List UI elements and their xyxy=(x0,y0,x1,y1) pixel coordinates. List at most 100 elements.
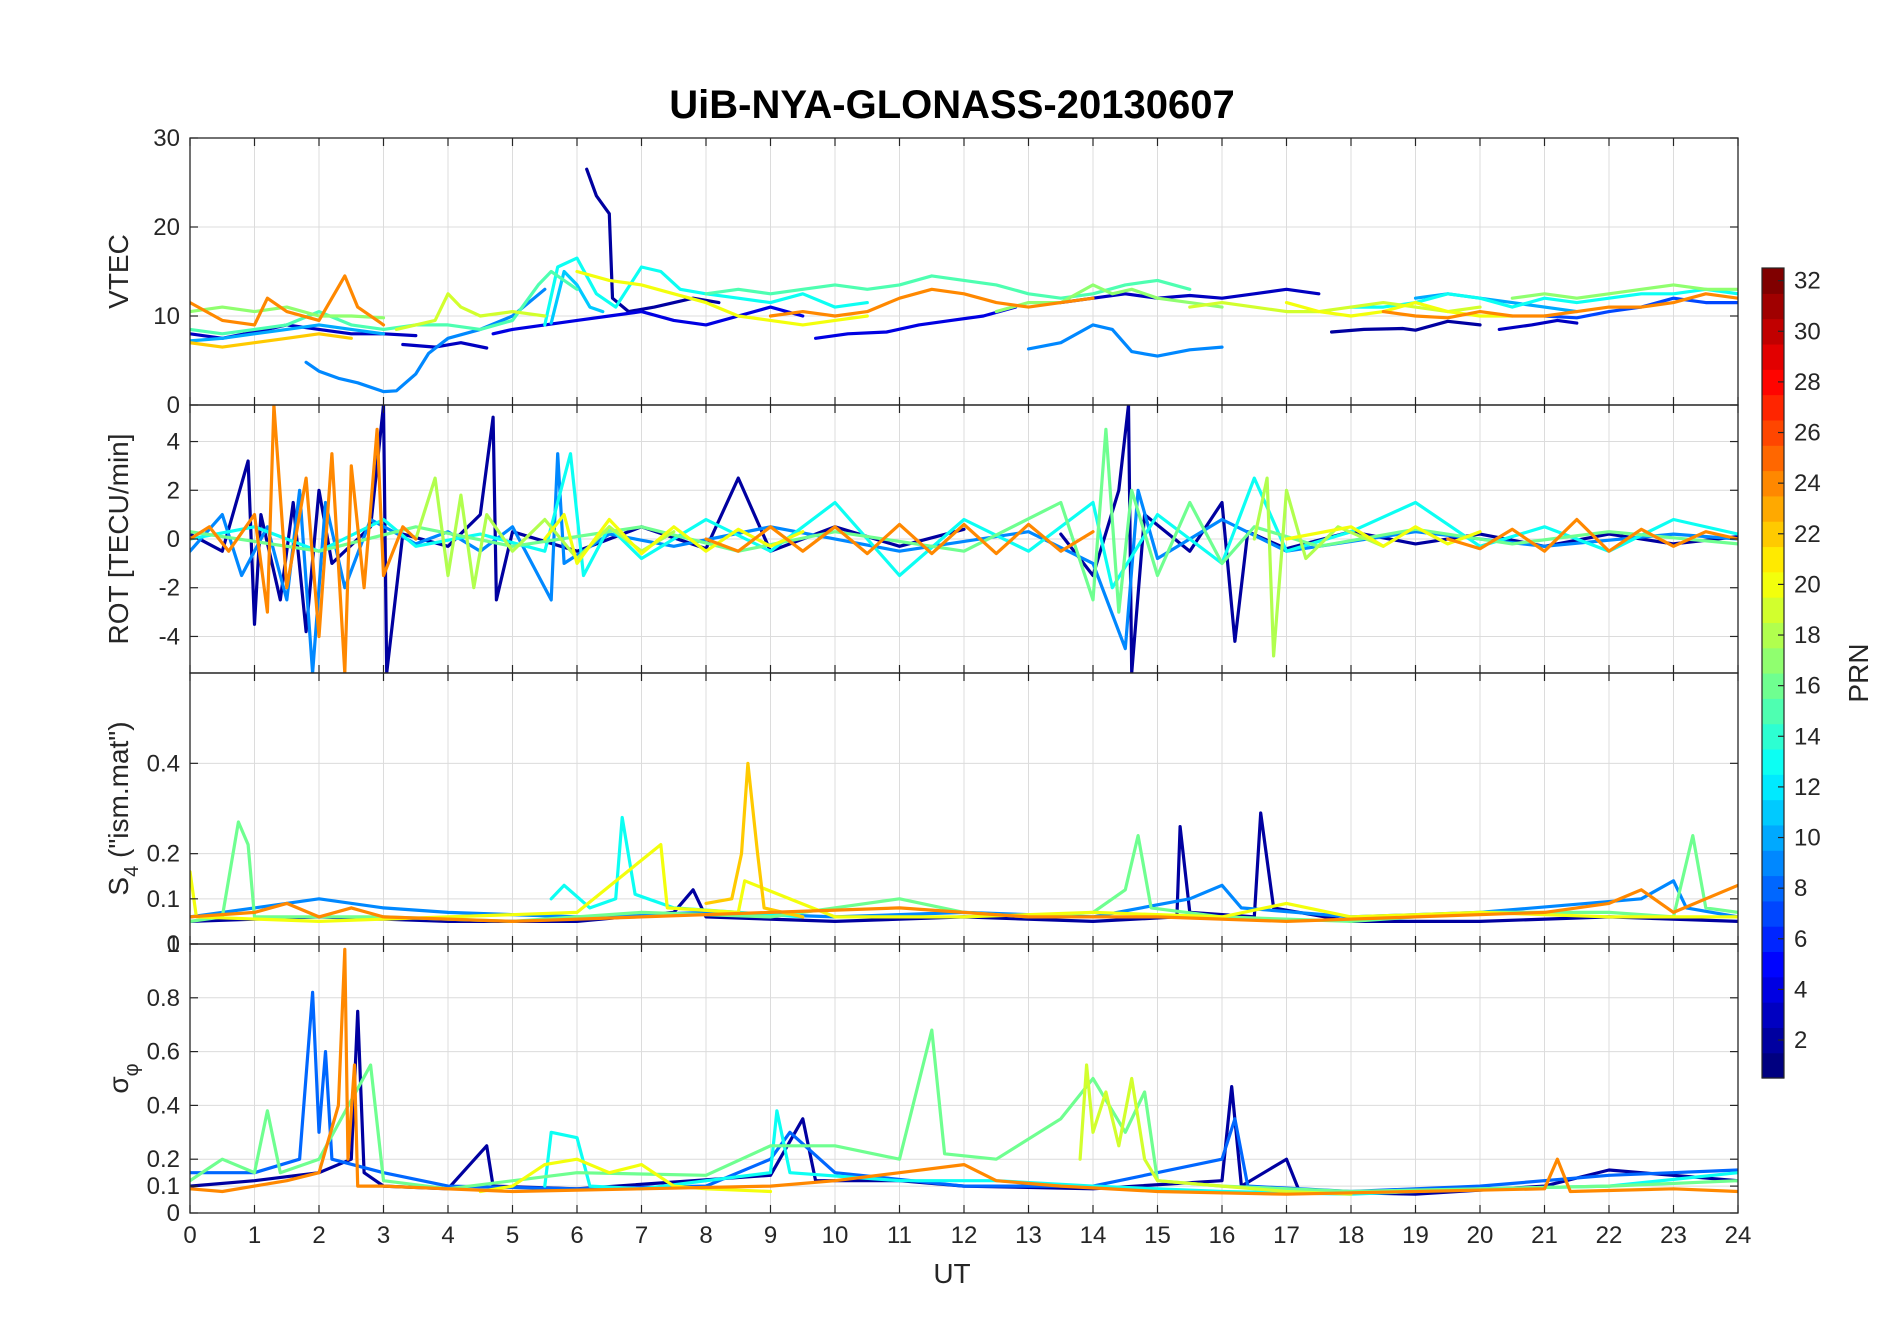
series-line-prn-24 xyxy=(1381,292,1738,320)
colorbar-segment xyxy=(1762,268,1784,294)
colorbar-segment xyxy=(1762,1002,1784,1028)
colorbar-tick-label: 30 xyxy=(1794,318,1821,345)
colorbar-segment xyxy=(1762,1027,1784,1054)
x-tick-label: 4 xyxy=(441,1222,454,1249)
y-tick-label: 0 xyxy=(167,931,180,958)
colorbar-tick-label: 16 xyxy=(1794,673,1821,700)
x-tick-label: 22 xyxy=(1596,1222,1623,1249)
colorbar-segment xyxy=(1762,419,1784,446)
series-line-prn-24 xyxy=(190,947,1738,1196)
colorbar-tick-label: 12 xyxy=(1794,774,1821,801)
series-line-prn-11 xyxy=(549,269,605,325)
colorbar-tick-label: 2 xyxy=(1794,1027,1807,1054)
colorbar-segment xyxy=(1762,318,1784,345)
colorbar-segment xyxy=(1762,495,1784,522)
colorbar-tick-label: 8 xyxy=(1794,875,1807,902)
colorbar-segment xyxy=(1762,748,1784,775)
x-tick-label: 24 xyxy=(1725,1222,1752,1249)
series-line-prn-15 xyxy=(704,274,1192,300)
colorbar-tick-label: 32 xyxy=(1794,268,1821,295)
y-tick-label: 1 xyxy=(167,931,180,958)
colorbar-segment xyxy=(1762,698,1784,725)
colorbar-tick-label: 10 xyxy=(1794,825,1821,852)
series-group-sigma xyxy=(190,947,1738,1196)
chart-title: UiB-NYA-GLONASS-20130607 xyxy=(669,83,1234,127)
series-line-prn-24 xyxy=(768,287,1095,318)
y-tick-label: -4 xyxy=(159,623,180,650)
colorbar-tick-label: 14 xyxy=(1794,723,1821,750)
colorbar-segment xyxy=(1762,394,1784,421)
y-tick-label: 0 xyxy=(167,1200,180,1227)
x-tick-label: 16 xyxy=(1209,1222,1236,1249)
series-line-prn-3 xyxy=(1059,287,1321,305)
panel-s4: 00.10.20.4S4 ("ism.mat") xyxy=(103,672,1739,958)
colorbar-segment xyxy=(1762,546,1784,573)
series-line-prn-18 xyxy=(1252,476,1385,658)
x-tick-label: 15 xyxy=(1144,1222,1171,1249)
colorbar-tick-label: 22 xyxy=(1794,521,1821,548)
x-tick-label: 18 xyxy=(1338,1222,1365,1249)
colorbar-segment xyxy=(1762,597,1784,623)
series-line-prn-4 xyxy=(814,305,1018,340)
series-line-prn-22 xyxy=(704,761,805,919)
series-group-s4 xyxy=(190,761,1738,923)
x-tick-label: 9 xyxy=(764,1222,777,1249)
colorbar-tick-label: 4 xyxy=(1794,976,1807,1003)
x-tick-label: 10 xyxy=(822,1222,849,1249)
colorbar-segment xyxy=(1762,723,1784,750)
series-line-prn-20 xyxy=(575,269,869,327)
x-tick-label: 6 xyxy=(570,1222,583,1249)
y-tick-label: 0.6 xyxy=(147,1039,180,1066)
colorbar-tick-label: 20 xyxy=(1794,571,1821,598)
colorbar-tick-label: 18 xyxy=(1794,622,1821,649)
colorbar-segment xyxy=(1762,445,1784,472)
series-line-prn-24 xyxy=(190,883,1738,923)
x-tick-label: 12 xyxy=(951,1222,978,1249)
series-line-prn-13 xyxy=(543,256,869,327)
colorbar-segment xyxy=(1762,850,1784,877)
colorbar-tick-label: 26 xyxy=(1794,420,1821,447)
y-tick-label: 20 xyxy=(153,214,180,241)
colorbar-segment xyxy=(1762,824,1784,851)
series-line-prn-24 xyxy=(190,405,418,673)
y-tick-label: 0.4 xyxy=(147,750,180,777)
series-line-prn-24 xyxy=(190,274,386,327)
y-axis-label-sigma: σφ xyxy=(103,1063,143,1093)
y-tick-label: 2 xyxy=(167,477,180,504)
series-line-prn-2 xyxy=(1330,319,1482,334)
series-line-prn-24 xyxy=(704,522,1095,556)
colorbar-tick-label: 24 xyxy=(1794,470,1821,497)
colorbar-tick-label: 28 xyxy=(1794,369,1821,396)
series-line-prn-9 xyxy=(1026,323,1224,358)
series-line-prn-10 xyxy=(190,323,386,343)
series-line-prn-4 xyxy=(491,305,805,336)
y-axis-label-vtec: VTEC xyxy=(103,234,134,309)
y-tick-label: 0 xyxy=(167,392,180,419)
x-tick-label: 8 xyxy=(699,1222,712,1249)
y-axis-label-rest: ("ism.mat") xyxy=(103,721,134,865)
y-tick-label: 0 xyxy=(167,526,180,553)
colorbar-segment xyxy=(1762,900,1784,927)
colorbar-label: PRN xyxy=(1843,643,1874,702)
x-tick-label: 21 xyxy=(1531,1222,1558,1249)
series-line-prn-9 xyxy=(190,452,1738,673)
y-tick-label: -2 xyxy=(159,575,180,602)
y-axis-label-rot: ROT [TECU/min] xyxy=(103,433,134,644)
y-tick-label: 30 xyxy=(153,125,180,152)
colorbar-segment xyxy=(1762,470,1784,497)
x-tick-label: 3 xyxy=(377,1222,390,1249)
series-line-prn-17 xyxy=(994,283,1224,314)
x-tick-label: 2 xyxy=(312,1222,325,1249)
colorbar-segment xyxy=(1762,774,1784,801)
x-tick-label: 23 xyxy=(1660,1222,1687,1249)
colorbar-segment xyxy=(1762,875,1784,902)
x-tick-label: 5 xyxy=(506,1222,519,1249)
y-tick-label: 0.1 xyxy=(147,886,180,913)
series-line-prn-19 xyxy=(1188,301,1482,314)
colorbar-segment xyxy=(1762,799,1784,826)
